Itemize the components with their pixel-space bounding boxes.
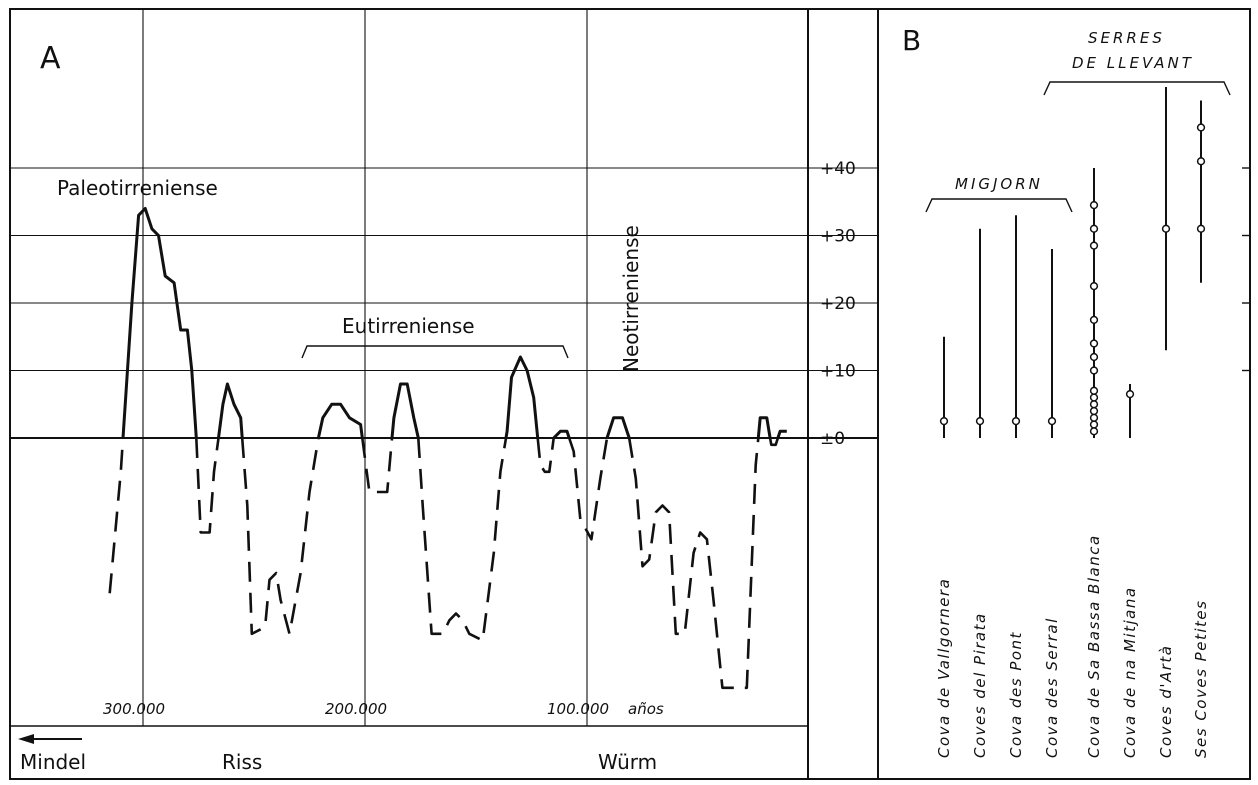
bracket-migjorn — [925, 198, 1073, 213]
curve-segment-dashed — [768, 437, 780, 447]
curve-segment-solid — [552, 429, 571, 440]
panel-a-y-ticks: +40 +30 +20 +10 ±0 — [820, 159, 856, 449]
panel-b-label: B — [902, 24, 921, 57]
panel-a-label: A — [40, 41, 61, 76]
curve-segment-dashed — [536, 437, 555, 474]
curve-segment-solid — [756, 416, 772, 439]
period-mindel: Mindel — [20, 750, 86, 774]
annotation-eutirreniense: Eutirreniense — [342, 314, 475, 338]
cave-label: Cova des Serral — [1043, 617, 1061, 758]
y-tick-label: +40 — [820, 159, 856, 179]
curve-segment-solid — [504, 355, 540, 439]
range-point — [1089, 400, 1099, 409]
x-tick-label: 300.000 — [103, 700, 165, 718]
range-point — [1089, 427, 1099, 436]
cave-label: Coves d'Artà — [1157, 645, 1175, 759]
curve-segment-solid — [121, 207, 198, 439]
y-tick-label: +30 — [820, 227, 856, 247]
mindel-arrow — [18, 734, 82, 744]
range-point — [1089, 386, 1099, 395]
cave-label: Ses Coves Petites — [1192, 600, 1210, 758]
curve-segment-dashed — [195, 437, 220, 534]
panel-b: B MIGJORN SERRES DE LLEVANT Cova de Vall… — [877, 9, 1250, 779]
panel-b-y-ticks — [1242, 167, 1250, 372]
range-point — [1089, 406, 1099, 416]
group-label-serres: SERRES — [1088, 29, 1165, 47]
period-riss: Riss — [222, 750, 262, 774]
bracket-serres-de-llevant — [1043, 81, 1231, 96]
range-point — [1089, 413, 1099, 422]
curve-segment-solid — [605, 416, 631, 439]
range-point — [1011, 416, 1021, 426]
range-point — [939, 416, 949, 426]
y-tick-label: +10 — [820, 362, 856, 382]
range-point — [1089, 281, 1099, 291]
range-point — [975, 416, 985, 426]
range-point — [1196, 157, 1206, 166]
panel-a-grid — [10, 9, 878, 726]
x-unit-label: años — [628, 700, 664, 718]
range-point — [1089, 366, 1099, 375]
panel-a-x-ticks: 300.000 200.000 100.000 — [103, 700, 609, 718]
curve-segment-solid — [776, 429, 787, 439]
figure-frame — [9, 8, 1251, 780]
cave-labels: Cova de Vallgornera Coves del Pirata Cova … — [935, 534, 1210, 758]
annotation-paleotirreniense: Paleotirreniense — [57, 176, 218, 200]
range-point — [1161, 224, 1171, 233]
range-point — [1089, 352, 1099, 362]
range-point — [1196, 123, 1206, 132]
group-label-de-llevant: DE LLEVANT — [1072, 54, 1194, 72]
range-point — [1089, 420, 1099, 429]
range-point — [1196, 224, 1206, 233]
range-point — [1089, 393, 1099, 402]
cave-label: Cova de na Mitjana — [1121, 586, 1139, 758]
bracket-eutirreniense — [301, 345, 569, 359]
cave-ranges — [939, 87, 1206, 438]
group-label-migjorn: MIGJORN — [955, 175, 1043, 193]
range-point — [1125, 389, 1135, 399]
period-wurm: Würm — [598, 750, 657, 774]
annotation-neotirreniense: Neotirreniense — [619, 225, 643, 372]
curve-segment-dashed — [361, 437, 394, 494]
range-point — [1089, 241, 1099, 250]
y-tick-label: +20 — [820, 294, 856, 314]
curve-segment-dashed — [567, 437, 609, 541]
range-point — [1089, 339, 1099, 348]
curve-segment-dashed — [108, 437, 125, 594]
range-point — [1089, 200, 1099, 210]
cave-label: Cova de Vallgornera — [935, 578, 953, 758]
sea-level-curve — [108, 207, 787, 690]
cave-label: Coves del Pirata — [971, 612, 989, 758]
range-point — [1089, 224, 1099, 233]
range-point — [1089, 315, 1099, 325]
curve-segment-dashed — [417, 437, 508, 642]
x-tick-label: 200.000 — [325, 700, 387, 718]
curve-segment-solid — [316, 402, 364, 439]
range-point — [1047, 416, 1057, 426]
x-tick-label: 100.000 — [547, 700, 609, 718]
cave-label: Cova de Sa Bassa Blanca — [1085, 534, 1103, 758]
curve-segment-dashed — [627, 437, 760, 690]
curve-segment-solid — [217, 382, 244, 439]
y-tick-label: ±0 — [820, 429, 845, 449]
panel-a: A +40 +30 +20 +10 ±0 300.000 200.000 100.000 a… — [10, 9, 878, 779]
cave-label: Cova des Pont — [1007, 631, 1025, 758]
curve-segment-dashed — [240, 437, 320, 636]
curve-segment-solid — [390, 382, 420, 439]
